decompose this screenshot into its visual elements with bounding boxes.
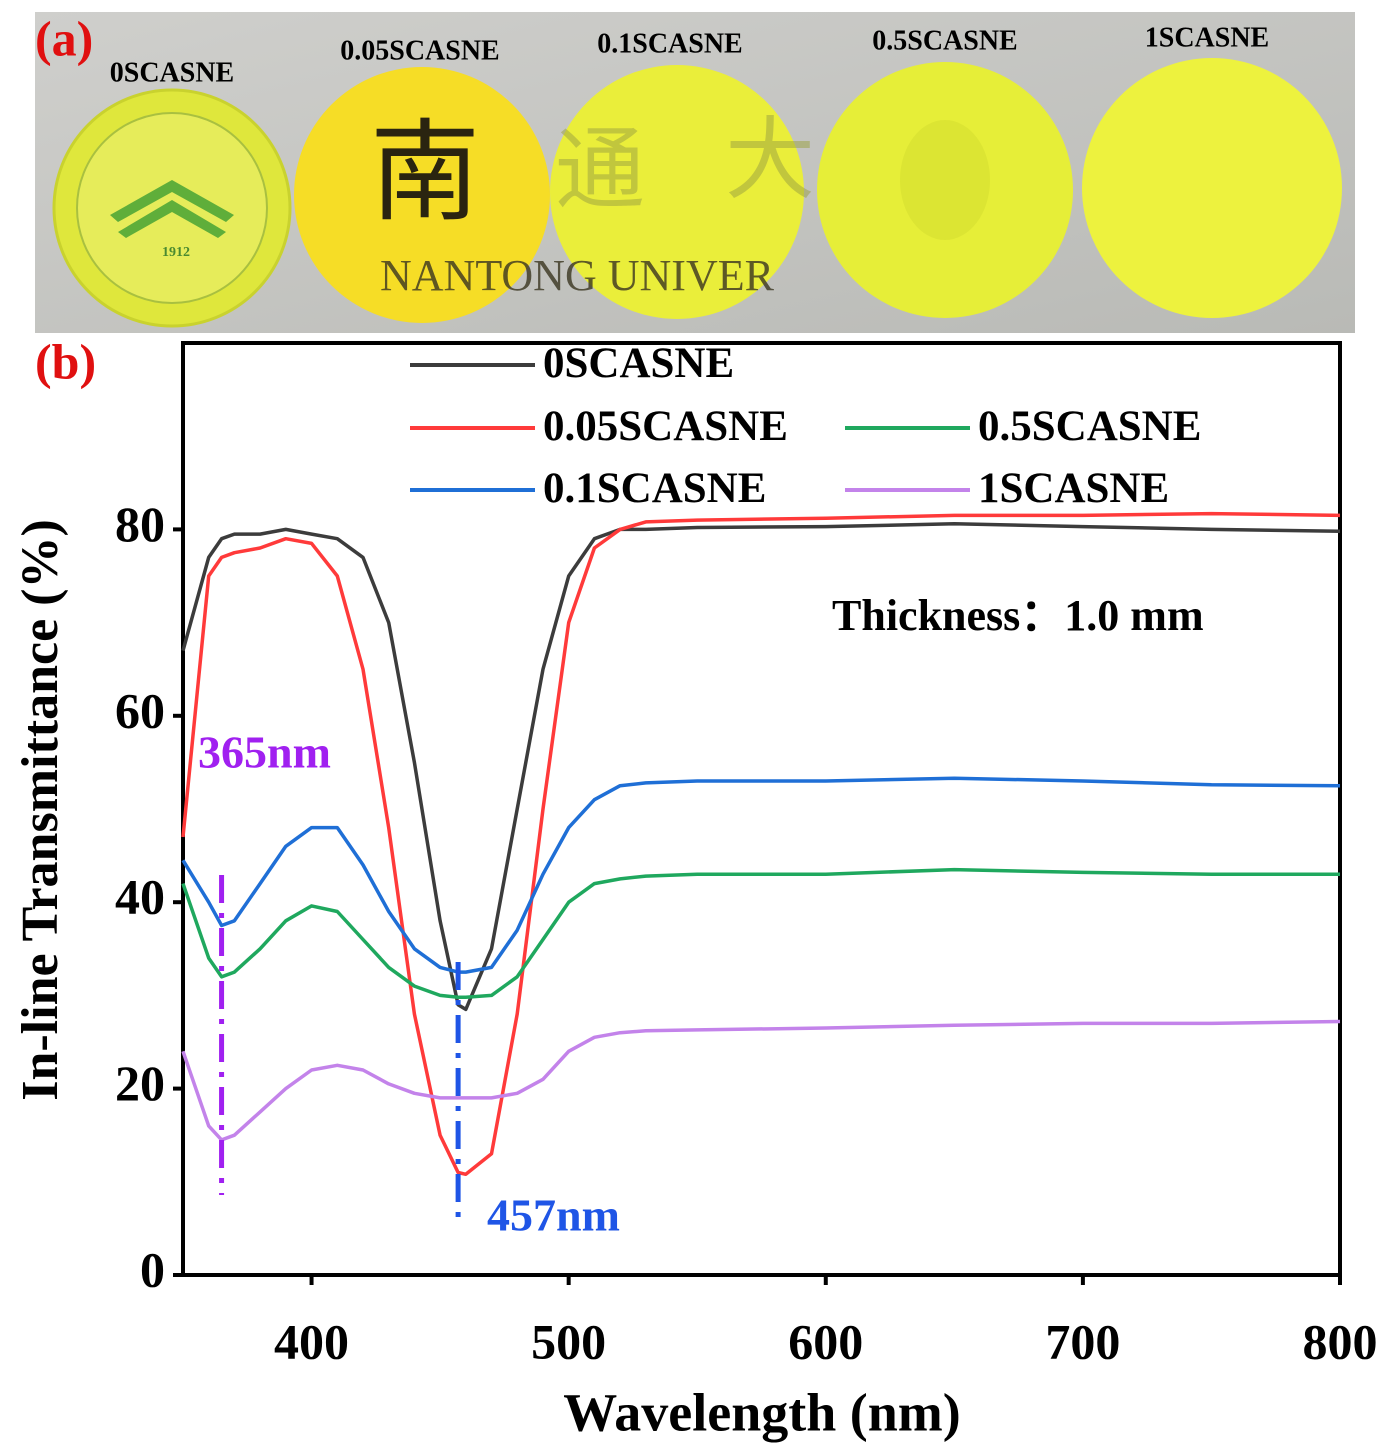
x-tick-label: 400	[274, 1313, 349, 1369]
y-tick-label: 80	[115, 496, 165, 552]
annotation: 365nm	[198, 727, 331, 778]
photo-text: NANTONG UNIVER	[380, 251, 775, 300]
series-line	[183, 870, 1340, 998]
sample-label: 0.1SCASNE	[597, 28, 742, 59]
annotation: Thickness：1.0 mm	[832, 591, 1204, 640]
legend-label: 0.5SCASNE	[978, 403, 1201, 450]
photo-text: 1912	[162, 245, 190, 260]
y-tick-label: 60	[115, 682, 165, 738]
photo-text: 大	[725, 112, 815, 211]
legend-label: 0SCASNE	[543, 340, 734, 387]
panel-label: (a)	[35, 10, 93, 66]
x-tick-label: 500	[531, 1313, 606, 1369]
annotation: 457nm	[487, 1190, 620, 1241]
y-tick-label: 0	[140, 1241, 165, 1297]
y-tick-label: 20	[115, 1055, 165, 1111]
legend-label: 0.05SCASNE	[543, 403, 788, 450]
sample-label: 1SCASNE	[1145, 22, 1269, 53]
series-line	[183, 1022, 1340, 1140]
x-tick-label: 600	[788, 1313, 863, 1369]
sample-label: 0.05SCASNE	[340, 35, 499, 66]
photo-text: 南	[370, 112, 480, 234]
sample-label: 0.5SCASNE	[872, 25, 1017, 56]
legend-label: 0.1SCASNE	[543, 465, 766, 512]
figure: 南 通 大 NANTONG UNIVER 1912 (a) 0SCASNE 0.0…	[0, 0, 1383, 1445]
sample-label: 0SCASNE	[110, 57, 234, 88]
x-tick-label: 700	[1045, 1313, 1120, 1369]
legend-label: 1SCASNE	[978, 465, 1169, 512]
panel-label: (b)	[35, 333, 96, 389]
x-tick-label: 800	[1303, 1313, 1378, 1369]
photo-text: 通	[555, 122, 645, 221]
y-tick-label: 40	[115, 869, 165, 925]
y-axis-title: In-line Transmittance (%)	[12, 519, 69, 1101]
x-axis-title: Wavelength (nm)	[563, 1382, 961, 1442]
plot: 0 20 40 60 80 400 500 600 700 800 0SCASNE 0.05SCASN…	[115, 340, 1378, 1370]
